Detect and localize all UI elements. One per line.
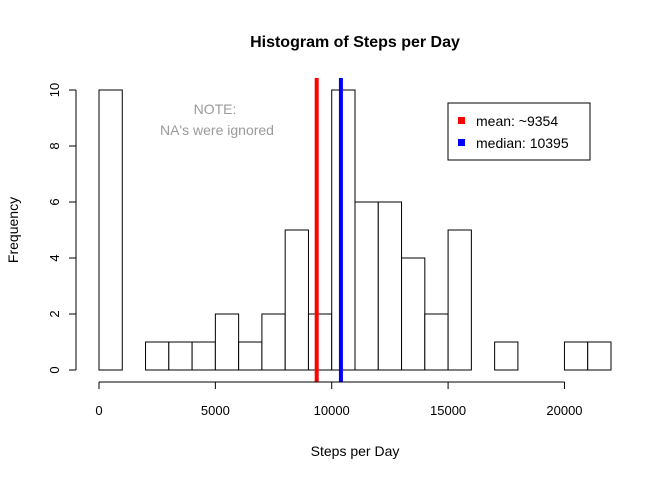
legend: mean: ~9354 median: 10395 (447, 102, 591, 161)
x-axis: 0 5000 10000 15000 20000 (95, 381, 583, 418)
x-tick-label: 5000 (201, 403, 230, 418)
legend-label-median: median: 10395 (476, 135, 569, 151)
histogram-bar (494, 341, 519, 371)
bars-group (98, 89, 612, 371)
histogram-bar (424, 313, 449, 371)
histogram-bar (261, 313, 286, 371)
histogram-bar (168, 341, 193, 371)
x-tick-label: 20000 (546, 403, 582, 418)
y-tick-label: 0 (47, 366, 62, 373)
y-axis: 0 2 4 6 8 10 (47, 83, 77, 374)
y-tick-label: 10 (47, 83, 62, 97)
note-line-1: NOTE: (194, 101, 237, 117)
x-tick-label: 10000 (314, 403, 350, 418)
histogram-bar (284, 229, 309, 371)
histogram-bar (307, 313, 333, 371)
histogram-bar (563, 341, 589, 371)
legend-box (447, 102, 591, 161)
y-tick-label: 8 (47, 142, 62, 149)
reference-lines (314, 78, 343, 382)
histogram-bar (145, 341, 170, 371)
x-tick-label: 15000 (430, 403, 466, 418)
histogram-bar (238, 341, 263, 371)
histogram-bar (377, 201, 403, 371)
histogram-bar (401, 257, 426, 371)
histogram-bar (447, 229, 472, 371)
y-axis-label: Frequency (5, 197, 21, 263)
histogram-bar (191, 341, 216, 371)
note-line-2: NA's were ignored (160, 122, 274, 138)
histogram-bar (331, 89, 356, 371)
legend-swatch-median (458, 139, 465, 146)
chart-title: Histogram of Steps per Day (250, 34, 460, 51)
x-axis-label: Steps per Day (311, 443, 400, 459)
y-tick-label: 4 (47, 254, 62, 261)
x-tick-label: 0 (95, 403, 102, 418)
histogram-bar (214, 313, 240, 371)
y-tick-label: 2 (47, 310, 62, 317)
histogram-bar (98, 89, 123, 371)
y-tick-label: 6 (47, 198, 62, 205)
histogram-bar (354, 201, 379, 371)
legend-swatch-mean (458, 117, 465, 124)
histogram-bar (587, 341, 612, 371)
legend-label-mean: mean: ~9354 (476, 113, 558, 129)
